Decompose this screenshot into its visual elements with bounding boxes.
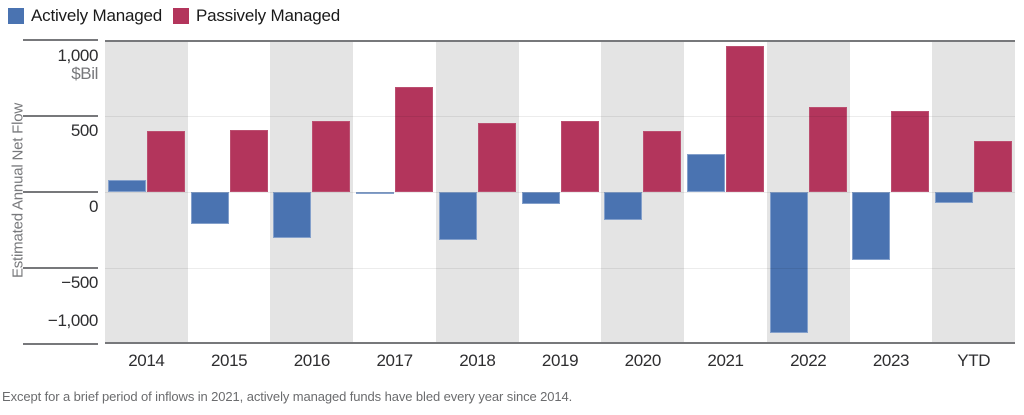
category-band-2022 xyxy=(766,40,850,344)
bar-active-2017 xyxy=(356,192,395,194)
y-tick-label-500: 500 xyxy=(70,121,99,140)
y-tick-dash-neg1000 xyxy=(23,343,98,345)
category-band-2018 xyxy=(435,40,519,344)
bar-passive-2018 xyxy=(477,122,516,192)
category-band-2015 xyxy=(187,40,271,344)
bar-passive-2017 xyxy=(395,87,434,192)
x-tick-label-2015: 2015 xyxy=(210,351,248,370)
gridline-neg500 xyxy=(105,268,1015,269)
bar-active-2021 xyxy=(687,154,725,192)
y-tick-dash-neg500 xyxy=(23,267,98,269)
bar-active-2019 xyxy=(521,192,560,205)
x-tick-label-ytd: YTD xyxy=(957,351,991,370)
y-tick-label-1000: 1,000 xyxy=(57,46,98,65)
y-tick-dash-1000 xyxy=(23,39,98,41)
bar-passive-2015 xyxy=(229,130,268,192)
category-band-2021 xyxy=(684,40,767,344)
legend: Actively Managed Passively Managed xyxy=(8,5,340,27)
bar-active-2023 xyxy=(852,192,891,261)
x-tick-label-2020: 2020 xyxy=(624,351,662,370)
gridline-500 xyxy=(105,116,1015,117)
bar-active-2022 xyxy=(769,192,808,334)
plot-top-border xyxy=(105,40,1015,42)
gridline-0 xyxy=(105,192,1015,193)
x-tick-label-2016: 2016 xyxy=(293,351,331,370)
bar-passive-2022 xyxy=(808,106,847,192)
plot-area xyxy=(105,40,1016,344)
bar-passive-2014 xyxy=(146,131,185,192)
actively-managed-swatch-icon xyxy=(8,8,24,24)
bar-passive-2016 xyxy=(312,120,351,192)
y-axis-unit-label: $Bil xyxy=(71,64,98,83)
x-tick-label-2014: 2014 xyxy=(128,351,165,370)
legend-item-actively-managed: Actively Managed xyxy=(8,6,162,26)
legend-item-passively-managed: Passively Managed xyxy=(172,6,340,26)
bar-active-ytd xyxy=(935,192,974,203)
category-band-2014 xyxy=(105,40,188,344)
x-tick-label-2019: 2019 xyxy=(541,351,579,370)
category-band-2017 xyxy=(353,40,436,344)
y-tick-dash-0 xyxy=(23,191,98,193)
bar-passive-2020 xyxy=(643,131,682,192)
bar-active-2014 xyxy=(107,179,146,192)
x-tick-label-2018: 2018 xyxy=(459,351,496,370)
y-tick-label-neg1000: −1,000 xyxy=(47,311,98,330)
bar-active-2016 xyxy=(273,192,312,239)
category-band-2019 xyxy=(518,40,602,344)
x-axis-labels: 2014 2015 2016 2017 2018 2019 2020 2021 2022 2023… xyxy=(105,351,1015,371)
legend-label: Actively Managed xyxy=(31,6,162,25)
bar-passive-ytd xyxy=(974,141,1013,192)
category-band-2023 xyxy=(849,40,933,344)
x-tick-label-2022: 2022 xyxy=(790,351,827,370)
y-tick-label-0: 0 xyxy=(88,197,98,216)
category-band-ytd xyxy=(932,40,1016,344)
bar-passive-2023 xyxy=(891,111,930,192)
bar-passive-2019 xyxy=(560,121,599,192)
footnote: Except for a brief period of inflows in … xyxy=(2,389,573,404)
y-tick-label-neg500: −500 xyxy=(61,273,98,292)
category-band-2016 xyxy=(270,40,354,344)
x-tick-label-2021: 2021 xyxy=(707,351,744,370)
bar-passive-2021 xyxy=(726,46,764,192)
bar-active-2018 xyxy=(438,192,477,240)
category-band-2020 xyxy=(601,40,685,344)
passively-managed-swatch-icon xyxy=(172,8,189,24)
bar-active-2020 xyxy=(604,192,643,221)
plot-bottom-border xyxy=(105,342,1015,344)
legend-label: Passively Managed xyxy=(195,6,340,25)
y-tick-dash-500 xyxy=(23,115,98,117)
bar-active-2015 xyxy=(190,192,229,224)
x-tick-label-2023: 2023 xyxy=(872,351,910,370)
x-tick-label-2017: 2017 xyxy=(376,351,413,370)
